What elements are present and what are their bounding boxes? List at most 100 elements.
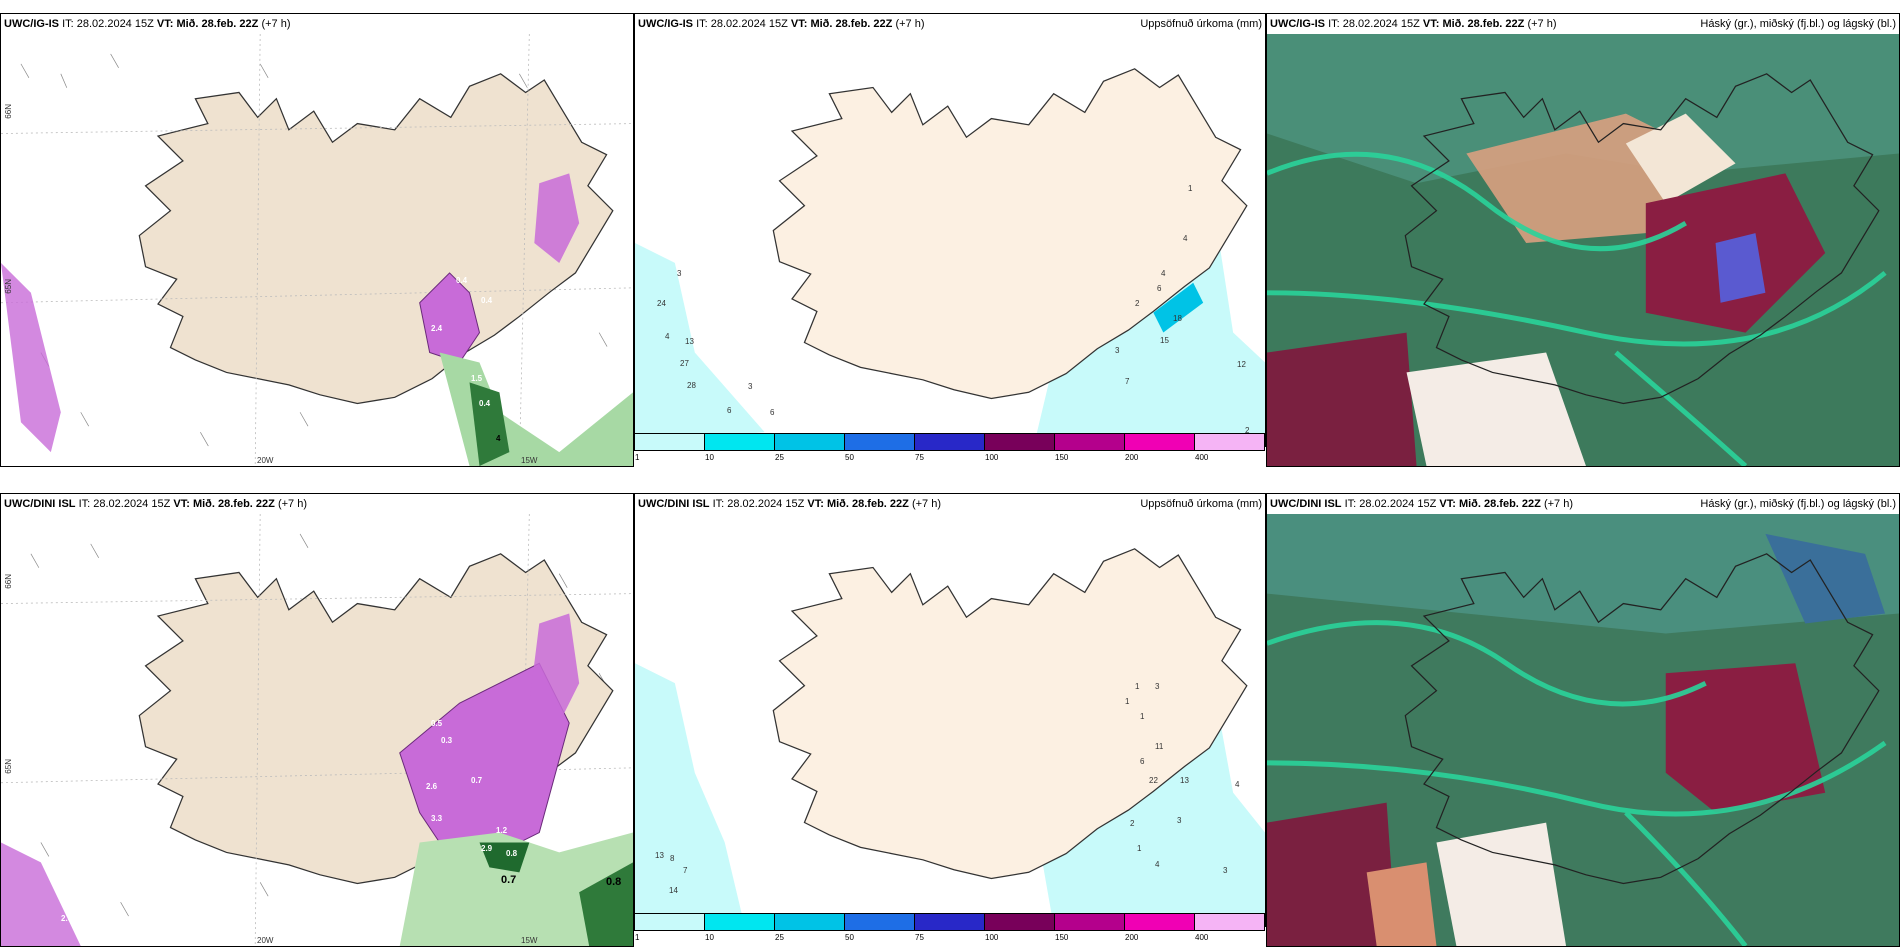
colorbar-tick: 50 — [845, 453, 854, 462]
colorbar-tick: 25 — [775, 933, 784, 942]
cloud-map — [1267, 514, 1899, 946]
precip-value: 1 — [1125, 697, 1130, 706]
map-panel-dini-precip: UWC/DINI ISL IT: 28.02.2024 15Z VT: Mið.… — [634, 493, 1266, 927]
colorbar-swatch — [844, 913, 915, 931]
map-panel-ig-clouds: UWC/IG-IS IT: 28.02.2024 15Z VT: Mið. 28… — [1266, 13, 1900, 467]
lon-label: 20W — [257, 936, 274, 945]
precip-value: 13 — [1180, 776, 1189, 785]
snow-value: 3.3 — [431, 814, 443, 823]
colorbar-swatch — [634, 433, 705, 451]
colorbar-tick: 400 — [1195, 933, 1209, 942]
precip-value: 11 — [1155, 742, 1164, 751]
precip-value: 4 — [1235, 780, 1240, 789]
colorbar-swatch — [704, 913, 775, 931]
snow-value: 0.7 — [501, 874, 517, 886]
precip-value: 7 — [683, 866, 688, 875]
precip-value: 4 — [1183, 234, 1188, 243]
colorbar-swatch — [914, 433, 985, 451]
map-panel-ig-precip: UWC/IG-IS IT: 28.02.2024 15Z VT: Mið. 28… — [634, 13, 1266, 447]
snow-value: 2.4 — [431, 324, 443, 333]
snow-value: 0.4 — [481, 296, 493, 305]
precip-value: 28 — [687, 381, 696, 390]
colorbar-tick: 10 — [705, 933, 714, 942]
snow-value: 1.5 — [471, 374, 483, 383]
colorbar-tick: 200 — [1125, 453, 1139, 462]
precip-value: 1 — [1137, 844, 1142, 853]
precip-value: 6 — [1140, 757, 1145, 766]
cloud-map — [1267, 34, 1899, 466]
snow-value: 0.8 — [606, 876, 622, 888]
panel-header: UWC/IG-IS IT: 28.02.2024 15Z VT: Mið. 28… — [635, 14, 1265, 34]
snow-value: 2.6 — [426, 782, 438, 791]
colorbar-swatch — [914, 913, 985, 931]
precip-value: 13 — [685, 337, 694, 346]
snow-wind-map: 66N 65N 20W 15W 0.5 0.3 2.6 0.7 3.3 1.2 … — [1, 514, 633, 946]
panel-header: UWC/IG-IS IT: 28.02.2024 15Z VT: Mið. 28… — [1267, 14, 1899, 34]
snow-value: 0.4 — [479, 399, 491, 408]
lon-label: 20W — [257, 456, 274, 465]
precip-value: 1 — [1188, 184, 1193, 193]
colorbar-swatch — [704, 433, 775, 451]
lat-label: 66N — [4, 104, 13, 119]
precip-value: 3 — [1223, 866, 1228, 875]
colorbar-tick: 200 — [1125, 933, 1139, 942]
snow-value: 4 — [496, 434, 501, 443]
snow-value: 2.9 — [481, 844, 493, 853]
colorbar-tick: 1 — [635, 453, 640, 462]
precip-value: 22 — [1149, 776, 1158, 785]
colorbar-tick: 75 — [915, 933, 924, 942]
precip-value: 24 — [657, 299, 666, 308]
snow-value: 0.4 — [456, 276, 468, 285]
snow-value: 2.0 — [61, 914, 73, 923]
snow-value: 0.7 — [471, 776, 483, 785]
precip-value: 2 — [1245, 426, 1250, 435]
lat-label: 65N — [4, 279, 13, 294]
snow-value: 0.5 — [431, 719, 443, 728]
precip-value: 14 — [669, 886, 678, 895]
precip-value: 27 — [680, 359, 689, 368]
precip-value: 18 — [1173, 314, 1182, 323]
panel-header: UWC/DINI ISL IT: 28.02.2024 15Z VT: Mið.… — [1267, 494, 1899, 514]
precip-value: 15 — [1160, 336, 1169, 345]
precip-value: 6 — [727, 406, 732, 415]
precip-value: 6 — [1157, 284, 1162, 293]
precip-value: 3 — [748, 382, 753, 391]
colorbar-swatch — [774, 433, 845, 451]
precip-value: 6 — [770, 408, 775, 417]
snow-value: 0.8 — [506, 849, 518, 858]
colorbar-swatch — [634, 913, 705, 931]
precip-value: 2 — [1130, 819, 1135, 828]
map-panel-dini-snow: UWC/DINI ISL IT: 28.02.2024 15Z VT: Mið.… — [0, 493, 634, 947]
colorbar-tick: 150 — [1055, 933, 1069, 942]
colorbar-tick: 100 — [985, 933, 999, 942]
precip-value: 7 — [1125, 377, 1130, 386]
snow-wind-map: 66N 65N 20W 15W 0.4 0.4 2.4 1.5 0.4 4 — [1, 34, 633, 466]
precip-value: 4 — [1161, 269, 1166, 278]
precip-value: 3 — [677, 269, 682, 278]
colorbar-tick: 75 — [915, 453, 924, 462]
lon-label: 15W — [521, 936, 538, 945]
colorbar-tick: 50 — [845, 933, 854, 942]
precip-map: 3 24 4 13 27 28 3 6 6 1 4 4 6 2 18 15 3 … — [635, 34, 1265, 446]
colorbar-tick: 100 — [985, 453, 999, 462]
colorbar-swatch — [984, 433, 1055, 451]
colorbar-swatch — [1124, 913, 1195, 931]
map-panel-ig-snow: UWC/IG-IS IT: 28.02.2024 15Z VT: Mið. 28… — [0, 13, 634, 467]
snow-value: 1.2 — [496, 826, 508, 835]
lat-label: 65N — [4, 759, 13, 774]
panel-header: UWC/IG-IS IT: 28.02.2024 15Z VT: Mið. 28… — [1, 14, 633, 34]
colorbar-tick: 10 — [705, 453, 714, 462]
precip-value: 13 — [655, 851, 664, 860]
precip-colorbar: 1 10 25 50 75 100 150 200 400 — [634, 913, 1265, 942]
colorbar-swatch — [1194, 913, 1265, 931]
panel-header: UWC/DINI ISL IT: 28.02.2024 15Z VT: Mið.… — [635, 494, 1265, 514]
precip-value: 4 — [1155, 860, 1160, 869]
panel-header: UWC/DINI ISL IT: 28.02.2024 15Z VT: Mið.… — [1, 494, 633, 514]
snow-value: 0.3 — [441, 736, 453, 745]
lat-label: 66N — [4, 574, 13, 589]
precip-value: 2 — [1135, 299, 1140, 308]
colorbar-swatch — [1124, 433, 1195, 451]
precip-value: 1 — [1135, 682, 1140, 691]
colorbar-swatch — [774, 913, 845, 931]
precip-value: 3 — [1177, 816, 1182, 825]
